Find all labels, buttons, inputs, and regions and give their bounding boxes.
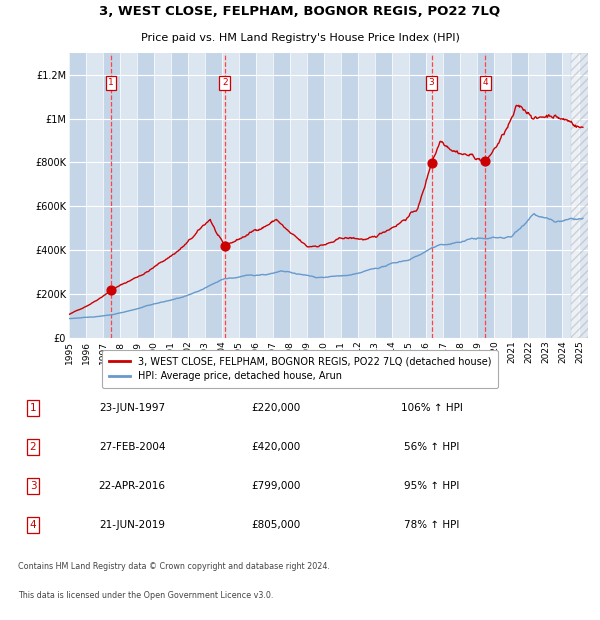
Point [220,241,230,250]
Bar [580,53,596,338]
Bar [511,53,529,338]
Text: Contains HM Land Registry data © Crown copyright and database right 2024.: Contains HM Land Registry data © Crown c… [18,562,330,571]
Bar [307,53,324,338]
Text: 4: 4 [482,78,488,87]
Text: £799,000: £799,000 [251,481,301,491]
Text: 27-FEB-2004: 27-FEB-2004 [99,442,165,452]
Point [481,156,490,166]
Bar [273,53,290,338]
Bar [443,53,460,338]
Bar [205,53,222,338]
Text: 1: 1 [108,78,114,87]
Text: £805,000: £805,000 [251,520,301,530]
Text: 78% ↑ HPI: 78% ↑ HPI [404,520,460,530]
Text: 106% ↑ HPI: 106% ↑ HPI [401,403,463,413]
Text: £420,000: £420,000 [251,442,301,452]
Text: 56% ↑ HPI: 56% ↑ HPI [404,442,460,452]
Text: 4: 4 [29,520,37,530]
Bar [571,53,590,338]
Text: 21-JUN-2019: 21-JUN-2019 [99,520,165,530]
Bar [409,53,427,338]
Text: Price paid vs. HM Land Registry's House Price Index (HPI): Price paid vs. HM Land Registry's House … [140,33,460,43]
Bar [137,53,154,338]
Text: £220,000: £220,000 [251,403,301,413]
Point [106,285,116,294]
Point [427,157,436,167]
Bar [103,53,120,338]
Bar [478,53,494,338]
Text: 1: 1 [29,403,37,413]
Bar [545,53,562,338]
Text: 2: 2 [222,78,227,87]
Text: 3: 3 [429,78,434,87]
Bar [341,53,358,338]
Text: 23-JUN-1997: 23-JUN-1997 [99,403,165,413]
Bar [375,53,392,338]
Bar [171,53,188,338]
Text: 3, WEST CLOSE, FELPHAM, BOGNOR REGIS, PO22 7LQ: 3, WEST CLOSE, FELPHAM, BOGNOR REGIS, PO… [100,5,500,18]
Legend: 3, WEST CLOSE, FELPHAM, BOGNOR REGIS, PO22 7LQ (detached house), HPI: Average pr: 3, WEST CLOSE, FELPHAM, BOGNOR REGIS, PO… [102,350,498,388]
Bar [239,53,256,338]
Text: This data is licensed under the Open Government Licence v3.0.: This data is licensed under the Open Gov… [18,591,274,600]
Text: 95% ↑ HPI: 95% ↑ HPI [404,481,460,491]
Bar [69,53,86,338]
Text: 3: 3 [29,481,37,491]
Text: 22-APR-2016: 22-APR-2016 [98,481,166,491]
Text: 2: 2 [29,442,37,452]
